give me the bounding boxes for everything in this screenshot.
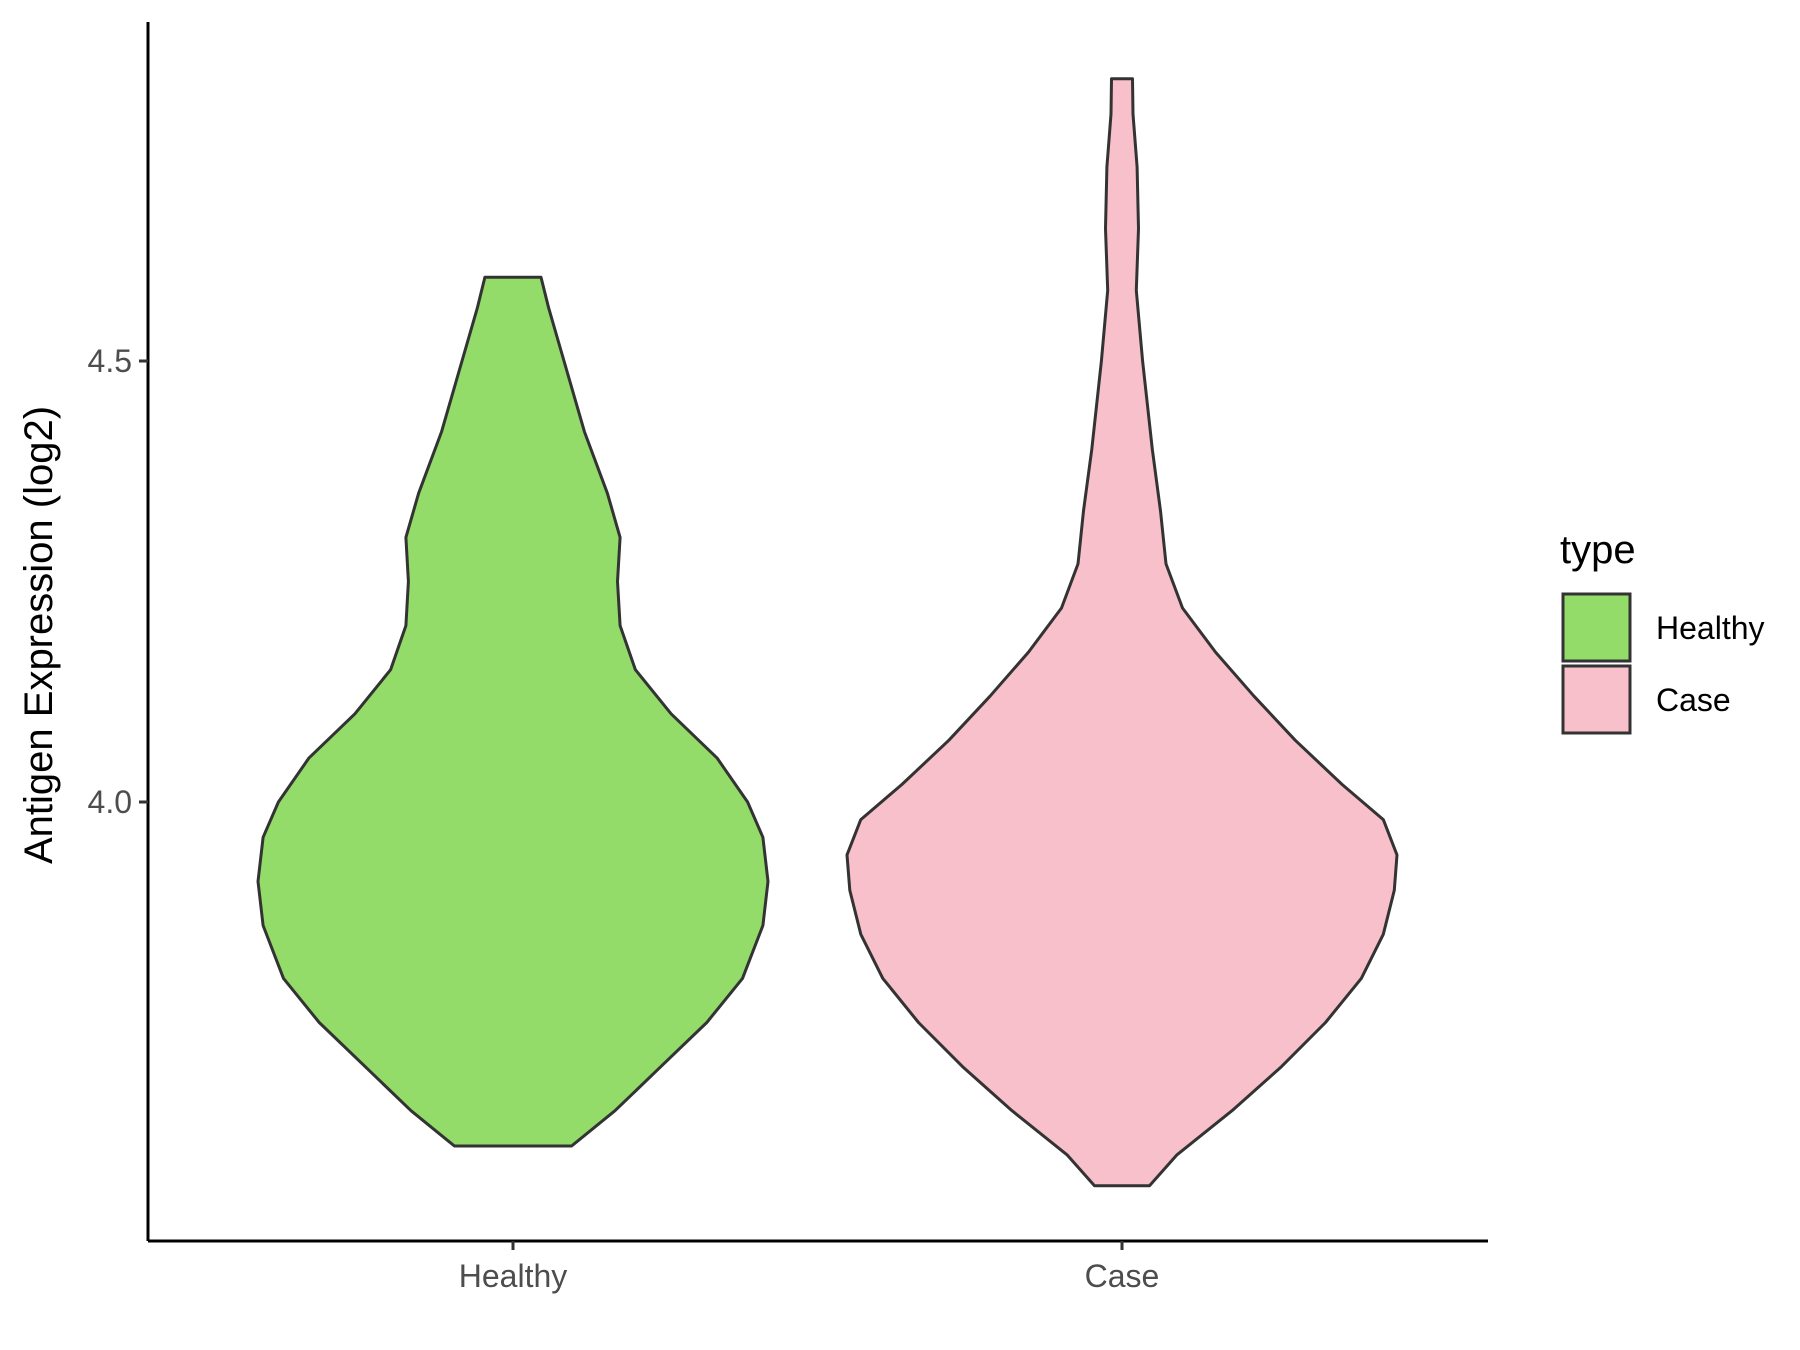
violins-layer (256, 77, 1399, 1188)
y-tick-label: 4.5 (88, 343, 132, 379)
legend-label: Healthy (1656, 610, 1765, 646)
y-tick-label: 4.0 (88, 784, 132, 820)
legend-label: Case (1656, 682, 1731, 718)
legend: Healthy Case (1561, 592, 1765, 735)
x-ticks: Healthy Case (459, 1241, 1160, 1294)
violin-case (845, 77, 1399, 1188)
violin-healthy (256, 275, 770, 1148)
y-axis-title: Antigen Expression (log2) (17, 406, 61, 864)
legend-key-healthy (1561, 592, 1632, 663)
x-tick-label: Case (1085, 1258, 1160, 1294)
legend-key-case (1561, 664, 1632, 735)
x-tick-label: Healthy (459, 1258, 568, 1294)
legend-title: type (1560, 528, 1636, 572)
y-ticks: 4.0 4.5 (88, 343, 148, 820)
